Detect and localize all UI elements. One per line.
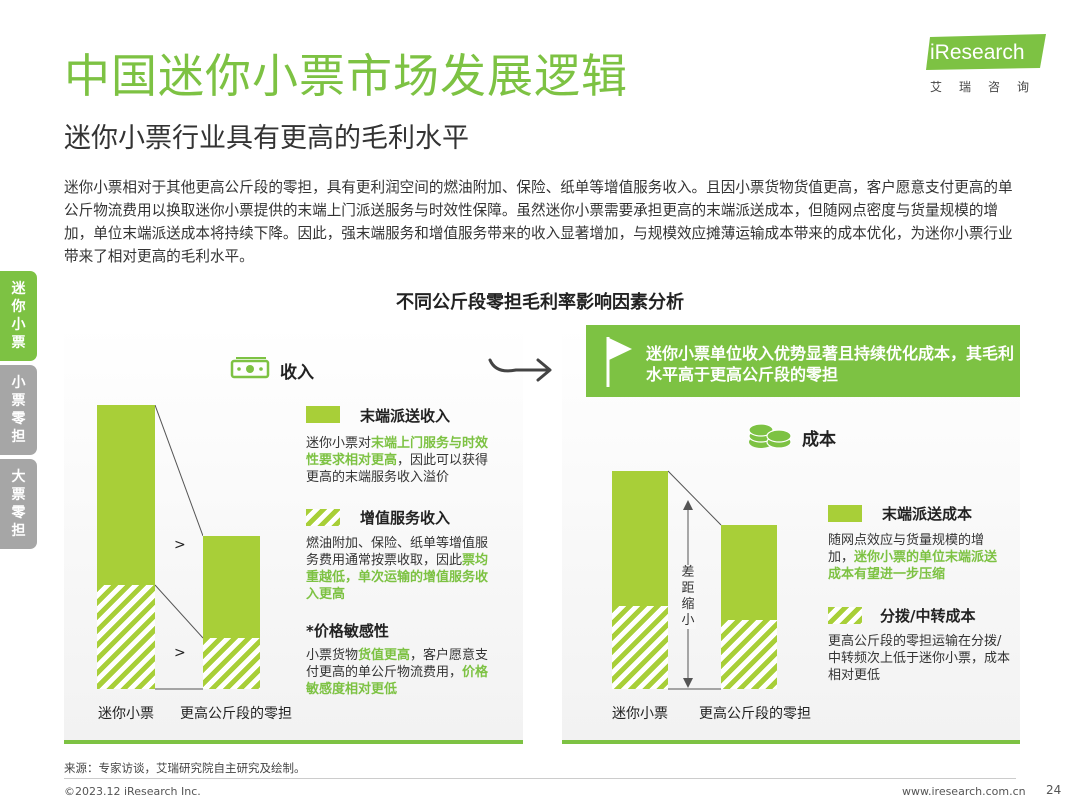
revenue-bar-mini-delivery <box>97 405 155 585</box>
revenue-bar-label-ltl: 更高公斤段的零担 <box>180 706 292 722</box>
side-tab-large-ticket[interactable]: 大票零担 <box>0 459 37 549</box>
side-tab-small-ticket[interactable]: 小票零担 <box>0 365 37 455</box>
page-subtitle: 迷你小票行业具有更高的毛利水平 <box>64 123 469 154</box>
footer-divider <box>64 778 1016 779</box>
cost-header: 成本 <box>802 430 836 450</box>
coins-icon <box>748 423 792 449</box>
revenue-header: 收入 <box>280 363 314 383</box>
logo-brand-text: iResearch <box>930 41 1025 64</box>
cost-bar-mini-transfer <box>612 606 668 689</box>
cost-bar-ltl-delivery <box>721 525 777 620</box>
comparator-greater-1: > <box>174 537 186 553</box>
page-title: 中国迷你小票市场发展逻辑 <box>64 49 628 103</box>
cost-bar-label-ltl: 更高公斤段的零担 <box>699 706 811 722</box>
legend-swatch-hatched <box>306 509 340 526</box>
iresearch-logo: iResearch 艾瑞咨询 <box>926 34 1051 96</box>
cost-bar-label-mini: 迷你小票 <box>612 706 668 722</box>
legend-title-delivery-revenue: 末端派送收入 <box>360 407 451 425</box>
logo-cn-text: 艾瑞咨询 <box>930 80 1047 94</box>
money-icon <box>230 357 270 379</box>
cost-panel-base-line <box>562 740 1020 744</box>
source-note: 来源：专家访谈，艾瑞研究院自主研究及绘制。 <box>64 761 306 775</box>
gap-narrowing-label: 差距缩小 <box>680 565 696 629</box>
legend-swatch-solid <box>828 505 862 522</box>
legend-title-transfer-cost: 分拨/中转成本 <box>880 607 976 625</box>
legend-desc-transfer-cost: 更高公斤段的零担运输在分拨/中转频次上低于迷你小票，成本相对更低 <box>828 634 1011 683</box>
side-tab-mini-ticket[interactable]: 迷你小票 <box>0 271 37 361</box>
legend-title-delivery-cost: 末端派送成本 <box>882 505 973 523</box>
side-tab-label: 小票零担 <box>11 375 26 445</box>
revenue-panel-base-line <box>64 740 523 744</box>
revenue-bar-ltl-delivery <box>203 536 260 638</box>
legend-desc-value-added-revenue: 燃油附加、保险、纸单等增值服务费用通常按票收取，因此票均重越低，单次运输的增值服… <box>306 536 489 602</box>
arrow-right-icon <box>488 358 552 382</box>
conclusion-banner: 迷你小票单位收入优势显著且持续优化成本，其毛利水平高于更高公斤段的零担 <box>586 325 1020 397</box>
cost-bar-ltl-transfer <box>721 620 777 689</box>
legend-swatch-solid <box>306 406 340 423</box>
legend-desc-delivery-cost: 随网点效应与货量规模的增加，迷你小票的单位末端派送成本有望进一步压缩 <box>828 533 998 582</box>
figure-title: 不同公斤段零担毛利率影响因素分析 <box>396 292 684 313</box>
flag-icon <box>606 337 632 387</box>
conclusion-text: 迷你小票单位收入优势显著且持续优化成本，其毛利水平高于更高公斤段的零担 <box>646 344 1015 384</box>
logo-badge-shape <box>926 34 1046 70</box>
comparator-greater-2: > <box>174 645 186 661</box>
legend-title-price-sensitivity: *价格敏感性 <box>306 622 389 640</box>
cost-bar-mini-delivery <box>612 471 668 606</box>
revenue-connector-lines <box>155 405 203 690</box>
intro-paragraph: 迷你小票相对于其他更高公斤段的零担，具有更利润空间的燃油附加、保险、纸单等增值服… <box>64 179 1013 265</box>
revenue-bar-label-mini: 迷你小票 <box>98 706 154 722</box>
copyright: ©2023.12 iResearch Inc. <box>64 785 201 798</box>
side-tab-label: 迷你小票 <box>11 281 26 351</box>
legend-title-value-added-revenue: 增值服务收入 <box>360 509 451 527</box>
revenue-bar-mini-value-added <box>97 585 155 689</box>
page-number: 24 <box>1046 783 1062 797</box>
website-link[interactable]: www.iresearch.com.cn <box>902 785 1026 798</box>
legend-desc-price-sensitivity: 小票货物货值更高，客户愿意支付更高的单公斤物流费用，价格敏感度相对更低 <box>306 648 489 697</box>
legend-swatch-hatched <box>828 607 862 624</box>
side-tab-label: 大票零担 <box>11 469 26 539</box>
legend-desc-delivery-revenue: 迷你小票对末端上门服务与时效性要求相对更高，因此可以获得更高的末端服务收入溢价 <box>306 436 489 485</box>
revenue-bar-ltl-value-added <box>203 638 260 689</box>
